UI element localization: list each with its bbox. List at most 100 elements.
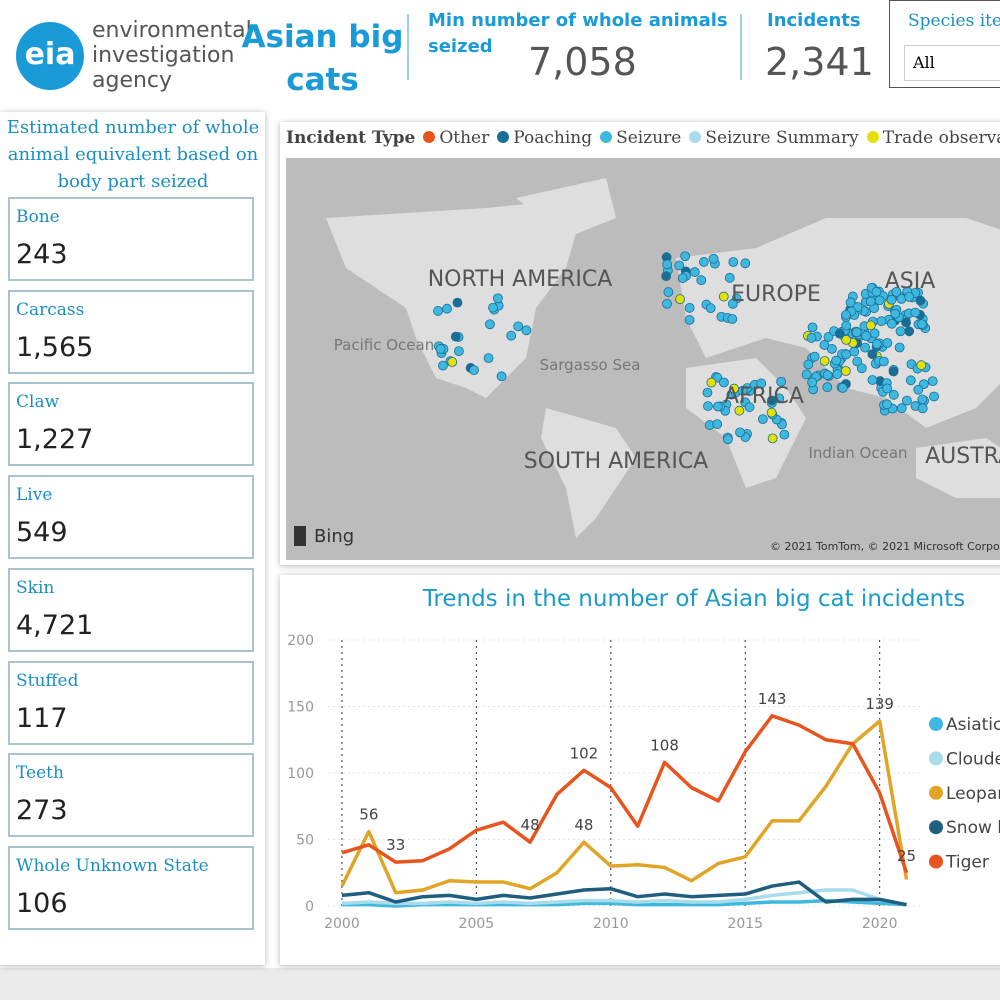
incident-dot	[902, 395, 912, 406]
incident-dot	[767, 433, 778, 444]
report-title: Asian big cats	[241, 19, 404, 98]
incident-dot	[766, 407, 777, 418]
y-tick-label: 50	[296, 833, 314, 849]
card-value: 106	[16, 887, 68, 919]
kpi-value: 2,341	[765, 40, 874, 84]
incident-dot	[894, 342, 905, 353]
incident-dot	[891, 286, 902, 297]
incident-dot	[454, 346, 464, 357]
legend-swatch	[497, 131, 510, 143]
incident-dot	[819, 340, 830, 350]
land-south-america	[541, 408, 636, 538]
y-tick-label: 200	[287, 633, 314, 649]
incident-dot	[834, 328, 845, 339]
land-australia	[916, 438, 1000, 498]
card-label: Whole Unknown State	[16, 855, 209, 876]
incident-dot	[435, 344, 446, 354]
incident-dot	[737, 385, 748, 396]
stat-card: Skin 4,721	[8, 567, 254, 652]
slicer: Species item All	[889, 0, 1000, 88]
incident-dot	[803, 359, 814, 370]
x-tick-label: 2005	[459, 916, 495, 932]
legend-item: Other	[423, 128, 489, 148]
bing-icon	[294, 526, 306, 546]
map-label: NORTH AMERICA	[428, 267, 613, 292]
legend-label: Leopard	[946, 784, 1000, 804]
incident-dot	[727, 298, 738, 309]
incident-dot	[841, 309, 851, 320]
org-line: investigation	[92, 43, 235, 68]
data-label: 56	[359, 806, 378, 824]
incident-dot	[712, 419, 723, 430]
incident-dot	[831, 355, 842, 366]
incident-dot	[874, 295, 885, 306]
legend-item: Poaching	[497, 128, 592, 148]
legend-swatch	[929, 854, 943, 869]
incident-dot	[822, 382, 833, 393]
incident-dot	[438, 360, 448, 371]
legend-swatch	[689, 131, 702, 143]
map-label: SOUTH AMERICA	[524, 449, 708, 474]
incident-dot	[488, 302, 498, 313]
incident-dot	[744, 402, 755, 413]
incident-dot	[674, 260, 685, 271]
incident-dot	[882, 338, 893, 348]
chart-panel: Trends in the number of Asian big cat in…	[280, 575, 1000, 965]
incident-dot	[851, 327, 862, 338]
series-line	[341, 898, 907, 908]
data-label: 102	[570, 744, 599, 762]
stat-card: Carcass 1,565	[8, 289, 254, 374]
stat-card: Whole Unknown State 106	[8, 845, 254, 930]
incident-dot	[513, 321, 524, 332]
incident-dot	[904, 326, 915, 337]
legend-label: Asiatic lion	[946, 715, 1000, 735]
data-label: 143	[758, 690, 787, 708]
chart-title: Trends in the number of Asian big cat in…	[422, 586, 966, 612]
incident-dot	[661, 271, 672, 282]
incident-dot	[677, 273, 688, 283]
legend-title: Incident Type	[286, 128, 416, 148]
incident-dot	[663, 287, 674, 297]
kpi-label: Min number of whole animals seized	[428, 10, 728, 57]
incident-dot	[916, 360, 927, 371]
incident-dot	[876, 316, 887, 327]
data-label: 25	[897, 847, 916, 865]
stat-card: Claw 1,227	[8, 382, 254, 467]
stat-card: Live 549	[8, 475, 254, 560]
card-label: Skin	[16, 577, 55, 598]
map-label: EUROPE	[731, 282, 821, 307]
incident-dot	[840, 366, 851, 376]
slicer-dropdown[interactable]: All	[904, 45, 1000, 81]
incident-dot	[882, 383, 893, 394]
map-label: AFRICA	[724, 384, 804, 409]
legend-label: Clouded leopard	[946, 749, 1000, 769]
card-value: 273	[16, 795, 68, 827]
card-value: 549	[16, 517, 68, 549]
incident-dot	[521, 325, 532, 336]
x-tick-label: 2015	[727, 916, 763, 932]
incident-dot	[713, 401, 723, 412]
incident-dot	[917, 394, 928, 405]
map-label: AUSTRALIA	[925, 444, 1000, 469]
incident-dot	[727, 314, 738, 324]
incident-dot	[728, 257, 739, 267]
incident-dot	[872, 339, 882, 349]
legend-swatch	[929, 785, 943, 800]
incident-dot	[915, 295, 926, 306]
incident-dot	[675, 294, 685, 305]
panel-title: Estimated number of whole animal equival…	[6, 117, 260, 192]
incident-dot	[927, 376, 938, 387]
incident-dot	[722, 434, 733, 445]
body-part-panel: Estimated number of whole animal equival…	[0, 112, 265, 965]
org-name: environmental investigation agency	[92, 18, 252, 93]
incident-dot	[708, 253, 719, 264]
data-label: 33	[386, 836, 405, 854]
incident-dot	[506, 330, 517, 341]
incident-dot	[469, 365, 479, 375]
incident-dot	[860, 342, 871, 353]
incident-dot	[865, 296, 876, 307]
x-tick-label: 2020	[862, 916, 898, 932]
incident-dot	[779, 429, 790, 440]
legend-swatch	[929, 751, 943, 766]
incident-dot	[807, 322, 818, 333]
